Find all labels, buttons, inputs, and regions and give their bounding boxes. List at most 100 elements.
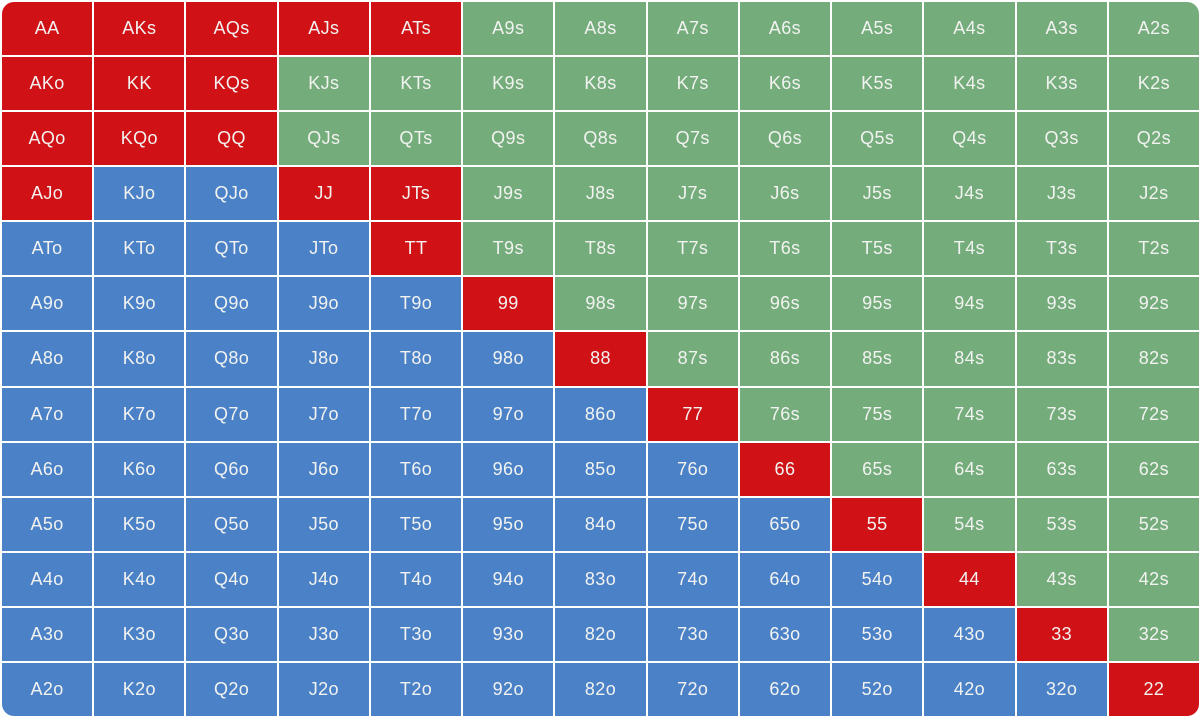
- hand-cell-32s[interactable]: 32s: [1108, 607, 1199, 661]
- hand-cell-42s[interactable]: 42s: [1108, 552, 1199, 606]
- hand-cell-K5o[interactable]: K5o: [94, 497, 185, 551]
- hand-cell-88[interactable]: 88: [555, 332, 646, 386]
- hand-cell-97s[interactable]: 97s: [647, 277, 738, 331]
- hand-cell-A7o[interactable]: A7o: [2, 387, 93, 441]
- hand-cell-Q7o[interactable]: Q7o: [186, 387, 277, 441]
- hand-cell-74s[interactable]: 74s: [924, 387, 1015, 441]
- hand-cell-83o[interactable]: 83o: [555, 552, 646, 606]
- hand-cell-93o[interactable]: 93o: [463, 607, 554, 661]
- hand-cell-AJs[interactable]: AJs: [278, 2, 369, 56]
- hand-cell-T8o[interactable]: T8o: [370, 332, 462, 386]
- hand-cell-Q3o[interactable]: Q3o: [186, 607, 277, 661]
- hand-cell-22[interactable]: 22: [1108, 662, 1199, 716]
- hand-cell-Q4s[interactable]: Q4s: [924, 112, 1015, 166]
- hand-cell-A7s[interactable]: A7s: [647, 2, 738, 56]
- hand-cell-A6o[interactable]: A6o: [2, 442, 93, 496]
- hand-cell-44[interactable]: 44: [924, 552, 1015, 606]
- hand-cell-T7o[interactable]: T7o: [370, 387, 462, 441]
- hand-cell-T4o[interactable]: T4o: [370, 552, 462, 606]
- hand-cell-J3o[interactable]: J3o: [278, 607, 369, 661]
- hand-cell-98s[interactable]: 98s: [555, 277, 646, 331]
- hand-cell-74o[interactable]: 74o: [647, 552, 738, 606]
- hand-cell-52s[interactable]: 52s: [1108, 497, 1199, 551]
- hand-cell-97o[interactable]: 97o: [463, 387, 554, 441]
- hand-cell-86o[interactable]: 86o: [555, 387, 646, 441]
- hand-cell-K3o[interactable]: K3o: [94, 607, 185, 661]
- hand-cell-J3s[interactable]: J3s: [1016, 167, 1107, 221]
- hand-cell-J2s[interactable]: J2s: [1108, 167, 1199, 221]
- hand-cell-94s[interactable]: 94s: [924, 277, 1015, 331]
- hand-cell-75s[interactable]: 75s: [832, 387, 923, 441]
- hand-cell-Q5s[interactable]: Q5s: [832, 112, 923, 166]
- hand-cell-T7s[interactable]: T7s: [647, 222, 738, 276]
- hand-cell-TT[interactable]: TT: [370, 222, 462, 276]
- hand-cell-Q9o[interactable]: Q9o: [186, 277, 277, 331]
- hand-cell-64o[interactable]: 64o: [739, 552, 831, 606]
- hand-cell-T5s[interactable]: T5s: [832, 222, 923, 276]
- hand-cell-65s[interactable]: 65s: [832, 442, 923, 496]
- hand-cell-AQs[interactable]: AQs: [186, 2, 277, 56]
- hand-cell-Q8o[interactable]: Q8o: [186, 332, 277, 386]
- hand-cell-63s[interactable]: 63s: [1016, 442, 1107, 496]
- hand-cell-82o[interactable]: 82o: [555, 662, 646, 716]
- hand-cell-95o[interactable]: 95o: [463, 497, 554, 551]
- hand-cell-Q6s[interactable]: Q6s: [739, 112, 831, 166]
- hand-cell-T3o[interactable]: T3o: [370, 607, 462, 661]
- hand-cell-Q9s[interactable]: Q9s: [463, 112, 554, 166]
- hand-cell-43s[interactable]: 43s: [1016, 552, 1107, 606]
- hand-cell-A2s[interactable]: A2s: [1108, 2, 1199, 56]
- hand-cell-T2s[interactable]: T2s: [1108, 222, 1199, 276]
- hand-cell-55[interactable]: 55: [832, 497, 923, 551]
- hand-cell-A9s[interactable]: A9s: [463, 2, 554, 56]
- hand-cell-K8s[interactable]: K8s: [555, 57, 646, 111]
- hand-cell-66[interactable]: 66: [739, 442, 831, 496]
- hand-cell-A3s[interactable]: A3s: [1016, 2, 1107, 56]
- hand-cell-53o[interactable]: 53o: [832, 607, 923, 661]
- hand-cell-K5s[interactable]: K5s: [832, 57, 923, 111]
- hand-cell-J5s[interactable]: J5s: [832, 167, 923, 221]
- hand-cell-A4o[interactable]: A4o: [2, 552, 93, 606]
- hand-cell-KTs[interactable]: KTs: [370, 57, 462, 111]
- hand-cell-62s[interactable]: 62s: [1108, 442, 1199, 496]
- hand-cell-QJo[interactable]: QJo: [186, 167, 277, 221]
- hand-cell-J9s[interactable]: J9s: [463, 167, 554, 221]
- hand-cell-KJo[interactable]: KJo: [94, 167, 185, 221]
- hand-cell-KQs[interactable]: KQs: [186, 57, 277, 111]
- hand-cell-52o[interactable]: 52o: [832, 662, 923, 716]
- hand-cell-JJ[interactable]: JJ: [278, 167, 369, 221]
- hand-cell-42o[interactable]: 42o: [924, 662, 1015, 716]
- hand-cell-93s[interactable]: 93s: [1016, 277, 1107, 331]
- hand-cell-73o[interactable]: 73o: [647, 607, 738, 661]
- hand-cell-Q5o[interactable]: Q5o: [186, 497, 277, 551]
- hand-cell-K9s[interactable]: K9s: [463, 57, 554, 111]
- hand-cell-77[interactable]: 77: [647, 387, 738, 441]
- hand-cell-T9o[interactable]: T9o: [370, 277, 462, 331]
- hand-cell-AKs[interactable]: AKs: [94, 2, 185, 56]
- hand-cell-QJs[interactable]: QJs: [278, 112, 369, 166]
- hand-cell-53s[interactable]: 53s: [1016, 497, 1107, 551]
- hand-cell-J8o[interactable]: J8o: [278, 332, 369, 386]
- hand-cell-76s[interactable]: 76s: [739, 387, 831, 441]
- hand-cell-72o[interactable]: 72o: [647, 662, 738, 716]
- hand-cell-Q7s[interactable]: Q7s: [647, 112, 738, 166]
- hand-cell-Q8s[interactable]: Q8s: [555, 112, 646, 166]
- hand-cell-96o[interactable]: 96o: [463, 442, 554, 496]
- hand-cell-85s[interactable]: 85s: [832, 332, 923, 386]
- hand-cell-J6o[interactable]: J6o: [278, 442, 369, 496]
- hand-cell-86s[interactable]: 86s: [739, 332, 831, 386]
- hand-cell-Q2o[interactable]: Q2o: [186, 662, 277, 716]
- hand-cell-Q2s[interactable]: Q2s: [1108, 112, 1199, 166]
- hand-cell-J7s[interactable]: J7s: [647, 167, 738, 221]
- hand-cell-K6o[interactable]: K6o: [94, 442, 185, 496]
- hand-cell-99[interactable]: 99: [463, 277, 554, 331]
- hand-cell-A8o[interactable]: A8o: [2, 332, 93, 386]
- hand-cell-K2s[interactable]: K2s: [1108, 57, 1199, 111]
- hand-cell-76o[interactable]: 76o: [647, 442, 738, 496]
- hand-cell-95s[interactable]: 95s: [832, 277, 923, 331]
- hand-cell-K2o[interactable]: K2o: [94, 662, 185, 716]
- hand-cell-A4s[interactable]: A4s: [924, 2, 1015, 56]
- hand-cell-K7o[interactable]: K7o: [94, 387, 185, 441]
- hand-cell-AA[interactable]: AA: [2, 2, 93, 56]
- hand-cell-98o[interactable]: 98o: [463, 332, 554, 386]
- hand-cell-A5o[interactable]: A5o: [2, 497, 93, 551]
